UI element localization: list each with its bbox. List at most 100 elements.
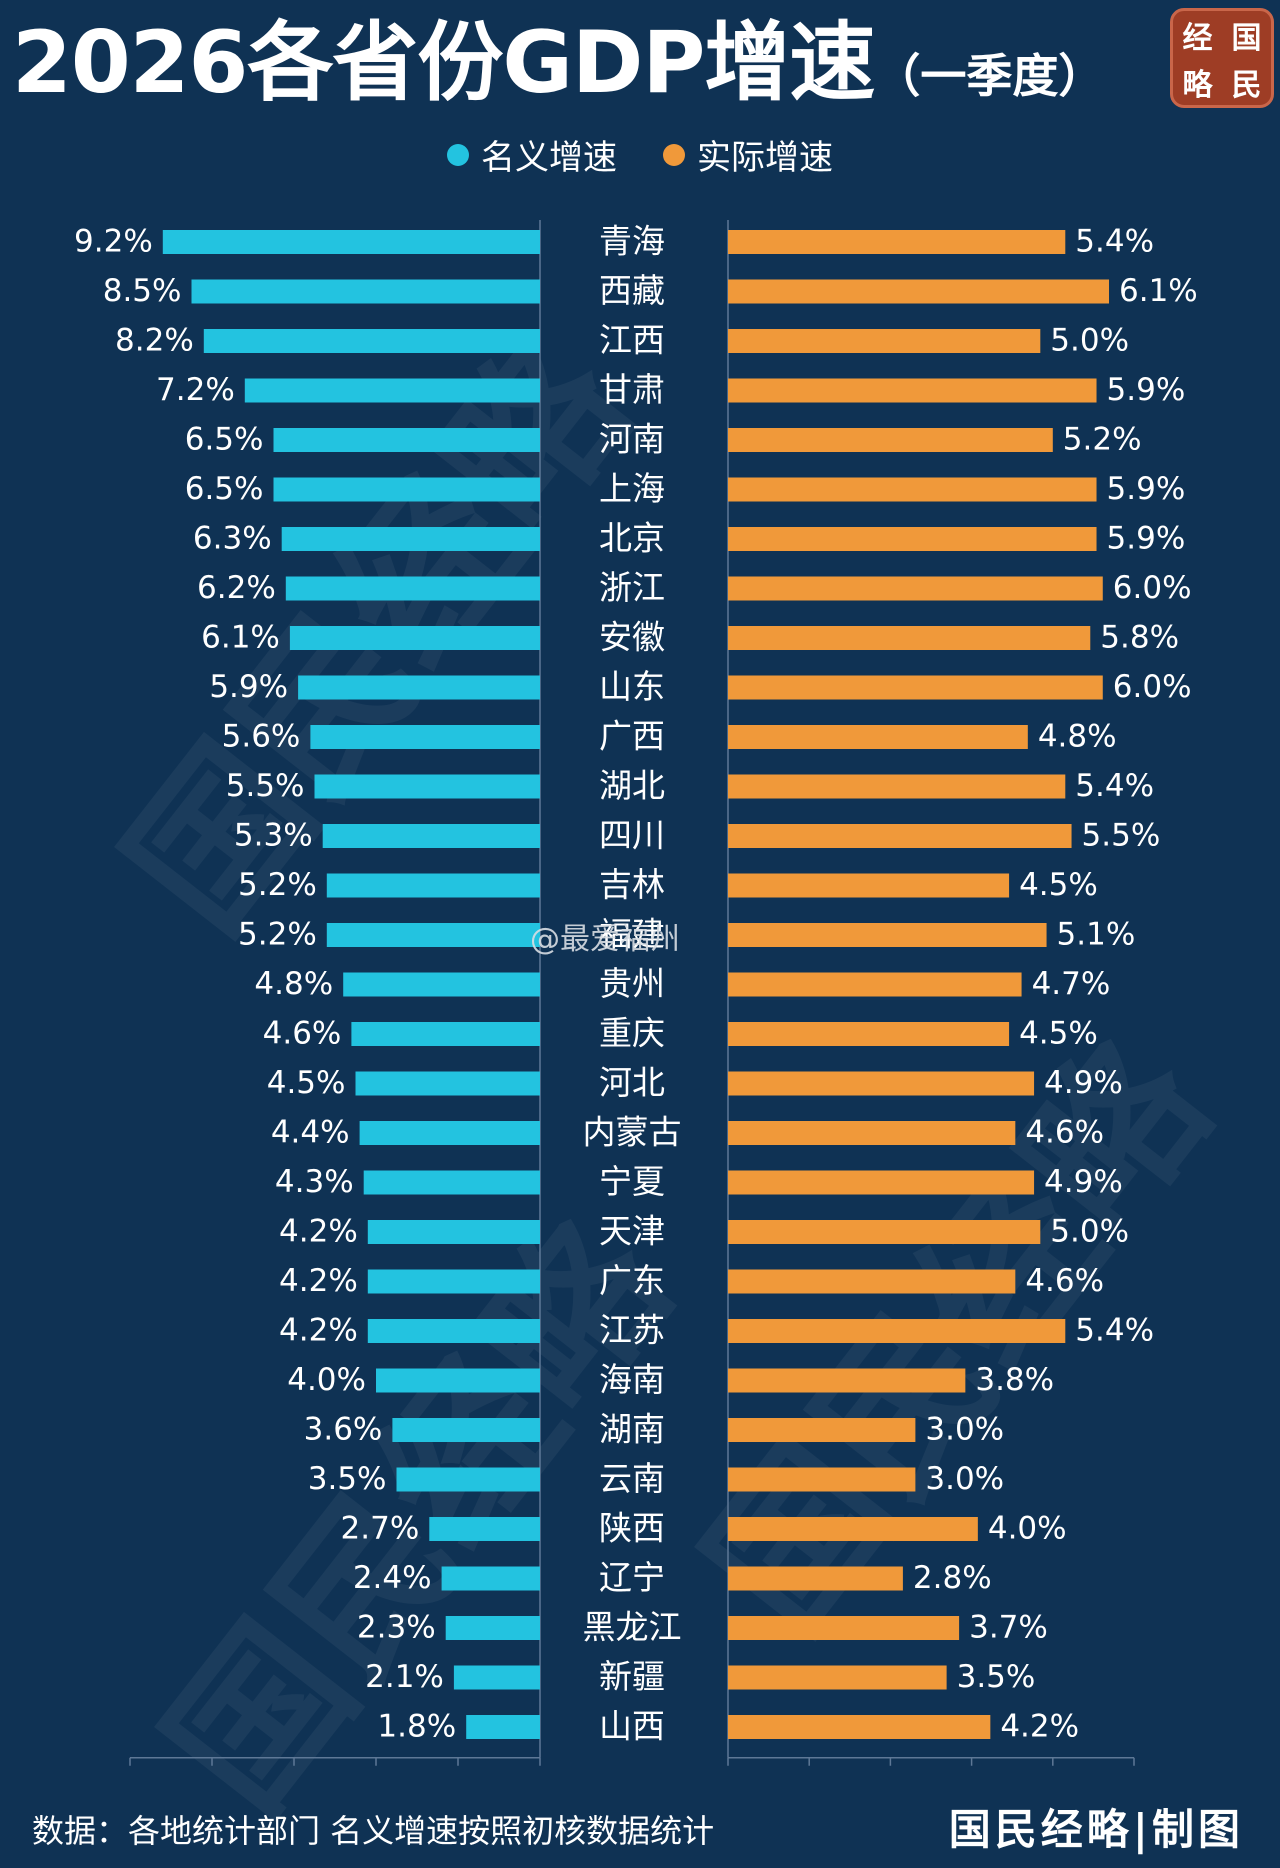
bar-real: [728, 428, 1053, 452]
bar-nominal: [285, 576, 540, 601]
bar-nominal: [273, 428, 540, 452]
category-label: 安徽: [599, 618, 665, 657]
category-label: 黑龙江: [583, 1608, 682, 1647]
category-label: 青海: [599, 222, 665, 261]
title-sub: （一季度）: [874, 49, 1105, 103]
category-label: 上海: [599, 469, 665, 508]
data-label-nominal: 4.2%: [279, 1263, 358, 1299]
category-label: 宁夏: [599, 1162, 665, 1201]
data-label-nominal: 8.2%: [115, 323, 194, 359]
bar-real: [728, 824, 1072, 848]
bar-real: [728, 923, 1047, 947]
data-label-real: 4.0%: [988, 1511, 1067, 1547]
bar-nominal: [359, 1121, 540, 1145]
category-label: 河南: [599, 420, 665, 459]
bar-real: [728, 1418, 916, 1442]
data-label-nominal: 5.2%: [238, 917, 317, 953]
data-label-real: 5.1%: [1057, 917, 1136, 953]
legend-item-real: 实际增速: [663, 130, 833, 179]
legend-dot-real: [663, 143, 685, 166]
bar-real: [728, 1665, 947, 1690]
data-label-real: 4.9%: [1044, 1065, 1123, 1101]
bar-nominal: [191, 279, 540, 304]
category-label: 湖北: [599, 766, 665, 805]
data-label-nominal: 4.8%: [254, 966, 333, 1002]
bar-real: [728, 1022, 1010, 1046]
category-label: 广东: [599, 1261, 665, 1300]
data-label-nominal: 4.2%: [279, 1313, 358, 1349]
category-label: 四川: [599, 816, 665, 855]
bar-nominal: [441, 1566, 540, 1591]
category-label: 辽宁: [599, 1558, 665, 1597]
bar-real: [728, 378, 1097, 403]
data-source-note: 数据：各地统计部门 名义增速按照初核数据统计: [32, 1812, 715, 1850]
data-label-nominal: 6.1%: [201, 620, 280, 656]
data-label-real: 5.4%: [1075, 224, 1154, 260]
bar-nominal: [355, 1071, 540, 1096]
category-label: 江西: [599, 321, 665, 360]
bar-nominal: [466, 1715, 540, 1739]
weibo-watermark: @最爱福州: [530, 922, 680, 957]
data-label-nominal: 5.6%: [222, 719, 301, 755]
logo-char: 国: [1231, 20, 1262, 56]
bar-real: [728, 329, 1041, 353]
data-label-real: 3.8%: [975, 1362, 1054, 1398]
data-label-nominal: 4.0%: [287, 1362, 366, 1398]
bar-real: [728, 1368, 966, 1393]
legend-item-nominal: 名义增速: [447, 130, 617, 179]
data-label-nominal: 4.5%: [267, 1065, 346, 1101]
data-label-real: 5.9%: [1107, 471, 1186, 507]
bar-nominal: [322, 824, 540, 848]
category-label: 海南: [599, 1360, 665, 1399]
category-label: 山东: [599, 667, 665, 706]
data-label-real: 5.5%: [1082, 818, 1161, 854]
category-label: 陕西: [599, 1509, 665, 1548]
data-label-real: 6.0%: [1113, 570, 1192, 606]
bar-real: [728, 1517, 978, 1541]
page-title: 2026各省份GDP增速（一季度）: [12, 8, 1104, 131]
bar-nominal: [289, 626, 540, 650]
bar-nominal: [314, 774, 540, 799]
bar-nominal: [326, 923, 540, 947]
data-label-nominal: 4.2%: [279, 1214, 358, 1250]
bar-real: [728, 774, 1066, 799]
category-label: 云南: [599, 1459, 665, 1498]
bar-nominal: [396, 1467, 540, 1492]
category-label: 天津: [599, 1212, 665, 1251]
bar-real: [728, 1467, 916, 1492]
bar-real: [728, 972, 1022, 997]
category-label: 吉林: [599, 865, 665, 904]
data-label-real: 5.9%: [1107, 372, 1186, 408]
data-label-real: 4.6%: [1025, 1115, 1104, 1151]
category-label: 山西: [599, 1707, 665, 1746]
data-label-real: 5.9%: [1107, 521, 1186, 557]
bar-real: [728, 626, 1091, 650]
data-label-nominal: 2.7%: [341, 1511, 420, 1547]
category-label: 贵州: [599, 964, 665, 1003]
bar-nominal: [281, 527, 540, 551]
bar-real: [728, 1269, 1016, 1294]
bar-real: [728, 1715, 991, 1739]
category-label: 西藏: [599, 271, 665, 310]
data-label-nominal: 6.3%: [193, 521, 272, 557]
brand-logo: 经 国 略 民: [1170, 8, 1274, 108]
bar-nominal: [367, 1220, 540, 1244]
data-label-nominal: 2.1%: [365, 1659, 444, 1695]
bar-real: [728, 1071, 1035, 1096]
bar-real: [728, 1616, 960, 1640]
bar-nominal: [429, 1517, 540, 1541]
bar-nominal: [244, 378, 541, 403]
bar-real: [728, 279, 1110, 304]
footer-brand: 国民经略|制图: [948, 1805, 1244, 1854]
bar-real: [728, 1220, 1041, 1244]
data-label-nominal: 5.9%: [209, 669, 288, 705]
bar-real: [728, 1566, 903, 1591]
data-label-real: 5.0%: [1050, 323, 1129, 359]
legend-dot-nominal: [447, 143, 469, 166]
bar-nominal: [453, 1665, 540, 1690]
data-label-nominal: 4.4%: [271, 1115, 350, 1151]
data-label-nominal: 6.5%: [185, 471, 264, 507]
data-label-real: 4.5%: [1019, 1016, 1098, 1052]
data-label-nominal: 6.2%: [197, 570, 276, 606]
category-label: 福建: [599, 915, 665, 954]
